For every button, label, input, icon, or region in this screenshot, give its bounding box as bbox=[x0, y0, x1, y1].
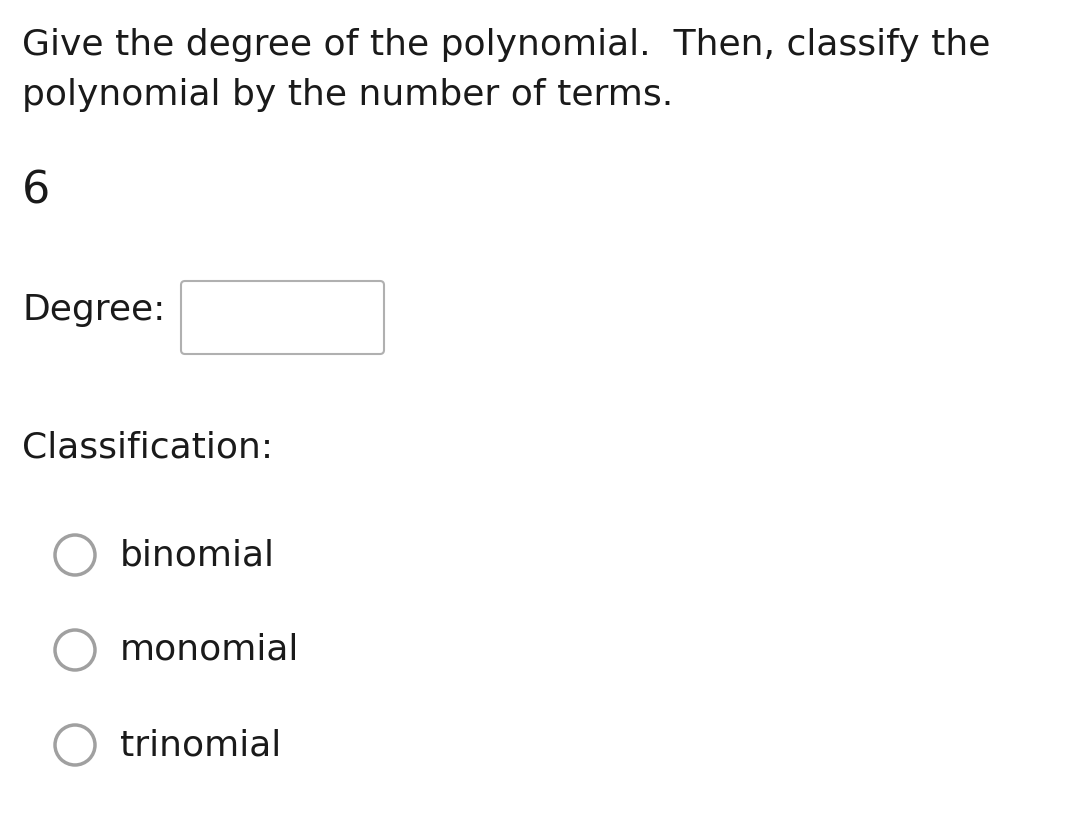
FancyBboxPatch shape bbox=[181, 281, 384, 354]
Text: binomial: binomial bbox=[120, 538, 275, 572]
Circle shape bbox=[55, 630, 95, 670]
Text: polynomial by the number of terms.: polynomial by the number of terms. bbox=[22, 78, 673, 112]
Text: Degree:: Degree: bbox=[22, 293, 165, 327]
Text: Give the degree of the polynomial.  Then, classify the: Give the degree of the polynomial. Then,… bbox=[22, 28, 991, 62]
Text: Classification:: Classification: bbox=[22, 430, 273, 464]
Circle shape bbox=[55, 535, 95, 575]
Text: 6: 6 bbox=[22, 170, 51, 213]
Text: trinomial: trinomial bbox=[120, 728, 282, 762]
Text: monomial: monomial bbox=[120, 633, 299, 667]
Circle shape bbox=[55, 725, 95, 765]
